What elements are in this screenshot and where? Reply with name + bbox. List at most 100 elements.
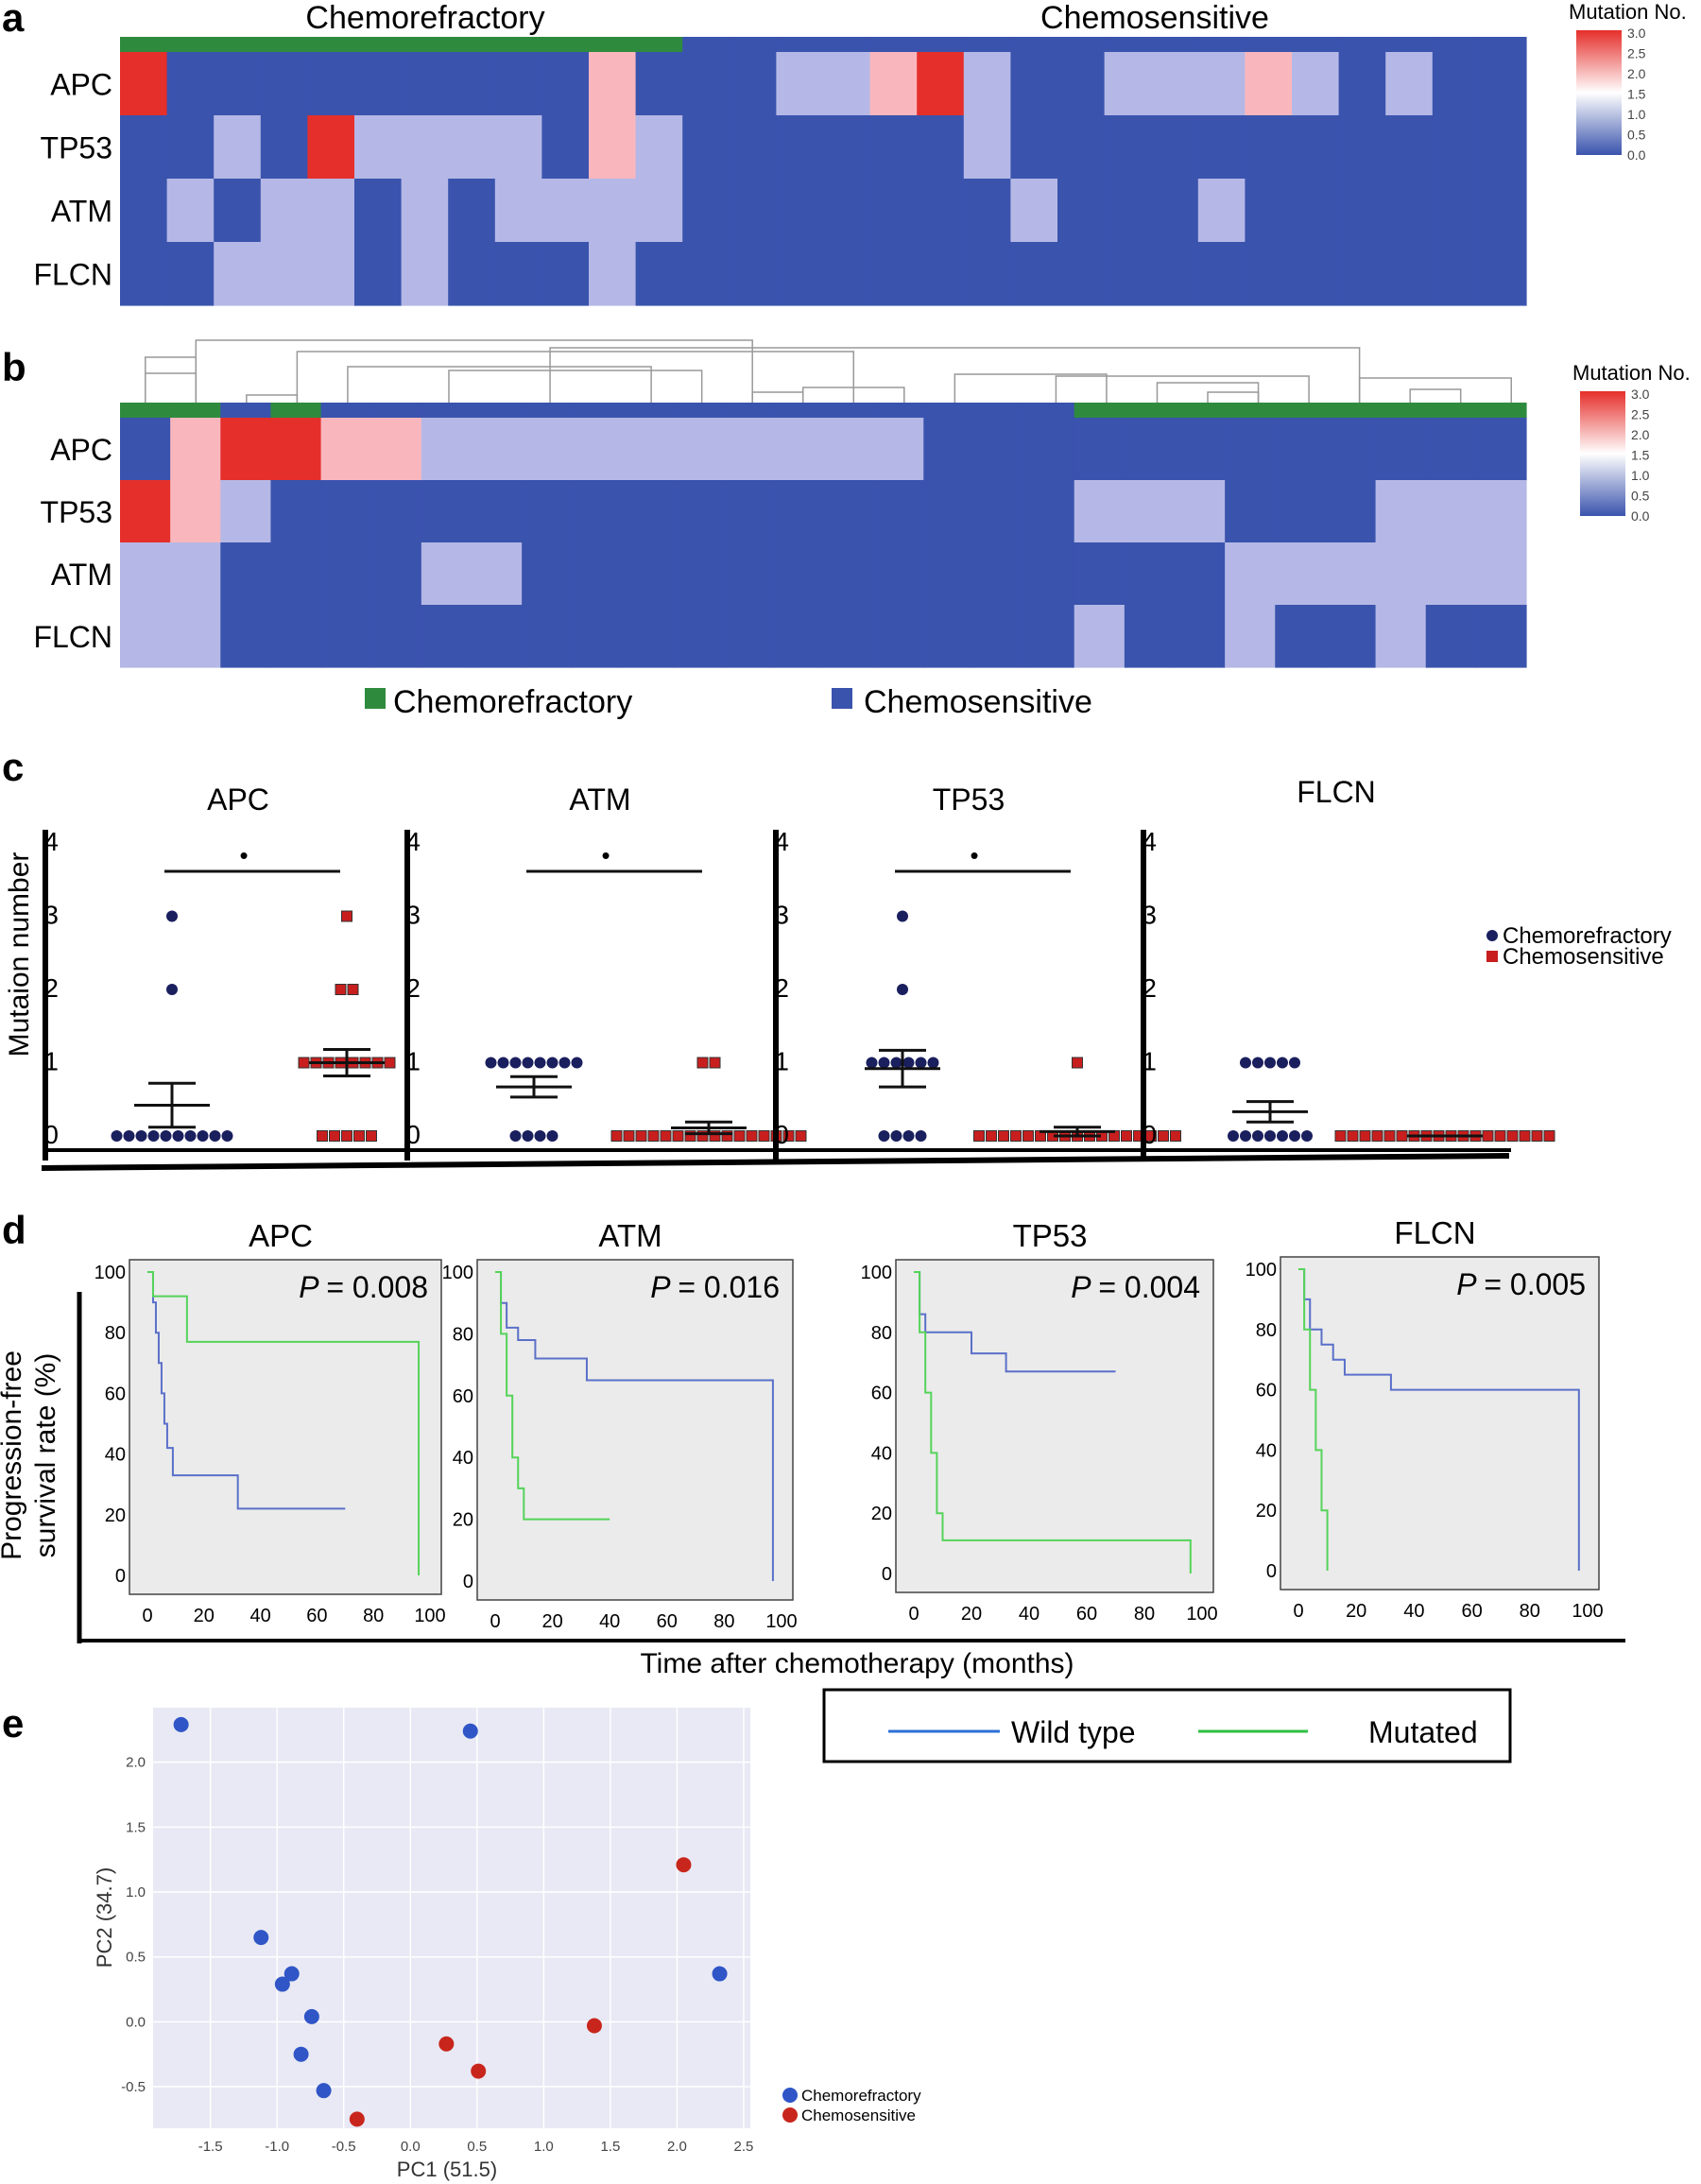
heatmap-cell <box>823 542 874 606</box>
pca-point-sensitive <box>438 2036 455 2052</box>
legend-title: Mutation No. <box>1569 0 1687 24</box>
group-bar-cell <box>472 403 523 418</box>
heatmap-cell <box>1023 418 1075 481</box>
subplot-title: ATM <box>569 782 630 817</box>
heatmap-cell <box>1010 179 1058 243</box>
y-tick-label: 4 <box>405 827 421 856</box>
heatmap-cell <box>494 52 542 116</box>
y-tick-label: -0.5 <box>121 2079 146 2095</box>
x-tick-label: 80 <box>1520 1601 1540 1622</box>
legend-tick: 0.0 <box>1627 147 1646 163</box>
data-point-sensitive <box>998 1130 1009 1142</box>
data-point-sensitive <box>782 1130 795 1142</box>
p-symbol: P <box>650 1270 678 1304</box>
heatmap-cell <box>1197 242 1246 306</box>
plot-panel <box>476 1259 794 1601</box>
group-bar-cell <box>963 37 1011 52</box>
heatmap-cell <box>1325 480 1377 543</box>
y-tick-label: 0 <box>774 1120 789 1149</box>
heatmap-cell <box>1010 242 1058 306</box>
data-point-sensitive <box>317 1130 328 1142</box>
heatmap-cell <box>1432 115 1480 180</box>
data-point-sensitive <box>1010 1130 1022 1142</box>
legend-tick: 2.0 <box>1631 427 1650 442</box>
group-bar-cell <box>682 37 730 52</box>
legend-tick: 2.5 <box>1627 46 1646 61</box>
pca-background <box>153 1708 750 2128</box>
heatmap-cell <box>1425 418 1477 481</box>
heatmap-cell <box>166 242 215 306</box>
heatmap-cell <box>973 480 1025 543</box>
heatmap-cell <box>873 418 924 481</box>
dendrogram-branch <box>448 370 703 403</box>
heatmap-cell <box>1104 179 1152 243</box>
heatmap-cell <box>1375 480 1427 543</box>
pca-point-refractory <box>316 2083 332 2099</box>
legend-title: Mutation No. <box>1572 361 1691 385</box>
heatmap-cell <box>823 480 874 543</box>
subplot-title: TP53 <box>1013 1218 1088 1253</box>
heatmap-cell <box>1124 605 1176 668</box>
subplot-tp53: 0 1 2 3 4 TP53 • <box>773 782 1181 1161</box>
heatmap-cell <box>1057 179 1106 243</box>
heatmap-cell <box>776 179 824 243</box>
data-point-sensitive <box>672 1130 684 1142</box>
heatmap-cell <box>1245 115 1293 180</box>
group-bar-cell <box>1197 37 1246 52</box>
data-point-refractory <box>184 1130 197 1142</box>
data-point-sensitive <box>795 1130 807 1142</box>
heatmap-cell <box>722 480 774 543</box>
legend-swatch-sensitive <box>832 688 852 709</box>
heatmap-cell <box>494 179 542 243</box>
heatmap-cell <box>354 179 403 243</box>
heatmap-cell <box>421 480 472 543</box>
y-tick-label: 0 <box>463 1572 473 1592</box>
data-point-refractory <box>927 1057 939 1069</box>
p-value: = 0.005 <box>1484 1267 1586 1301</box>
p-value-label: P = 0.016 <box>650 1270 780 1304</box>
p-value-label: P = 0.008 <box>299 1270 428 1304</box>
data-point-sensitive <box>384 1057 396 1069</box>
heatmap-cell <box>1057 52 1106 116</box>
heatmap-cell <box>672 480 724 543</box>
heatmap-cell <box>401 52 449 116</box>
heatmap-cell <box>214 242 262 306</box>
heatmap-cell <box>320 418 372 481</box>
group-bar-cell <box>873 403 924 418</box>
panel-label-b: b <box>2 345 26 389</box>
group-bar-cell <box>973 403 1025 418</box>
data-point-refractory <box>902 1130 915 1142</box>
panel-e: e -1.5 -1.0 -0.5 0.0 0.5 1.0 1.5 2.0 2.5 -0.5 0.0 0… <box>2 1701 921 2181</box>
group-bar-cell <box>1338 37 1386 52</box>
data-point-refractory <box>147 1130 160 1142</box>
data-point-sensitive <box>684 1130 696 1142</box>
data-point-sensitive <box>721 1130 733 1142</box>
data-point-sensitive <box>341 1130 352 1142</box>
heatmap-cell <box>1074 480 1125 543</box>
heatmap-cell <box>776 52 824 116</box>
group-bar-cell <box>722 403 774 418</box>
x-tick-label: 100 <box>414 1606 445 1626</box>
heatmap-cell <box>682 115 730 180</box>
y-axis-label: Mutaion number <box>4 852 35 1058</box>
group-bar-cell <box>1245 37 1293 52</box>
plot-panel <box>1280 1256 1600 1591</box>
heatmap-cell <box>1475 480 1527 543</box>
bottom-baseline <box>41 1153 1510 1171</box>
heatmap-cell <box>401 115 449 180</box>
p-value-label: P = 0.005 <box>1456 1267 1586 1301</box>
data-point-refractory <box>172 1130 184 1142</box>
heatmap-cell <box>1338 52 1386 116</box>
legend-label-wild-type: Wild type <box>1011 1715 1136 1749</box>
heatmap-cell <box>260 179 308 243</box>
data-point-sensitive <box>1072 1057 1083 1069</box>
y-tick-label: 3 <box>405 901 421 930</box>
km-curve-mutated <box>147 1271 421 1575</box>
group-bar-cell <box>1151 37 1199 52</box>
heatmap-cell <box>1325 542 1377 606</box>
x-tick-label: 40 <box>249 1606 270 1626</box>
row-label: ATM <box>51 195 112 229</box>
data-point-refractory <box>522 1057 534 1069</box>
heatmap-cell <box>923 605 975 668</box>
data-point-sensitive <box>1170 1130 1181 1142</box>
